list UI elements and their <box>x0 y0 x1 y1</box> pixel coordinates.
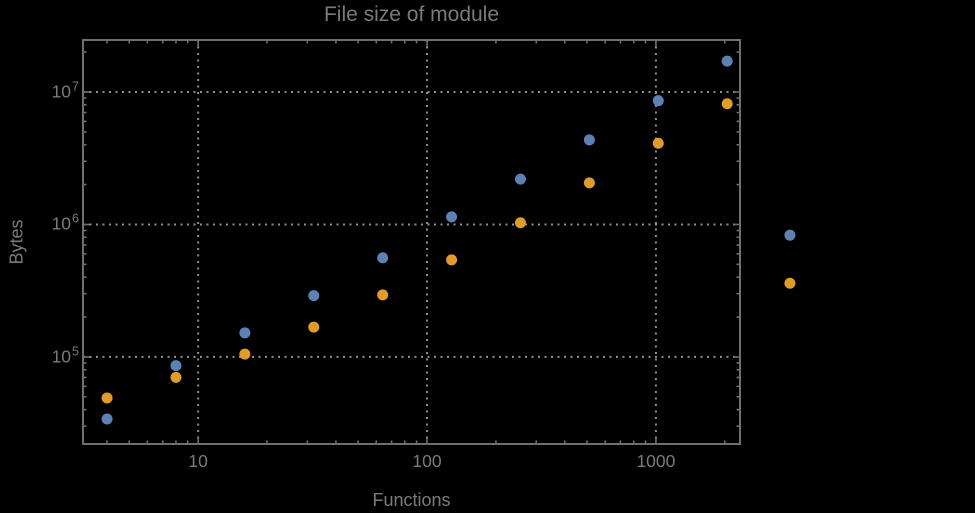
data-point-series-1-blue <box>101 413 113 425</box>
data-point-series-1-blue <box>721 55 733 67</box>
y-tick-label-1e5: 105 <box>51 344 79 367</box>
y-tick-base: 10 <box>51 213 72 234</box>
data-point-series-2-orange <box>170 371 182 383</box>
data-point-series-2-orange <box>446 254 458 266</box>
x-tick-label-1000: 1000 <box>636 451 676 471</box>
x-axis-label: Functions <box>372 490 451 510</box>
data-point-series-1-blue <box>583 134 595 146</box>
data-point-series-1-blue <box>308 290 320 302</box>
y-tick-exponent: 6 <box>72 211 79 226</box>
data-point-series-1-blue <box>514 173 526 185</box>
data-point-series-1-blue <box>784 229 796 241</box>
data-point-series-2-orange <box>784 277 796 289</box>
y-tick-label-1e6: 106 <box>51 211 79 235</box>
x-tick-label-10: 10 <box>188 451 208 471</box>
data-point-series-2-orange <box>583 177 595 189</box>
y-tick-base: 10 <box>51 346 72 367</box>
data-point-series-2-orange <box>239 348 251 360</box>
data-point-series-1-blue <box>652 95 664 107</box>
data-point-series-1-blue <box>446 211 458 223</box>
y-tick-exponent: 5 <box>72 344 79 359</box>
data-point-series-1-blue <box>377 252 389 264</box>
y-tick-label-1e7: 107 <box>51 79 79 103</box>
data-point-series-2-orange <box>308 321 320 333</box>
y-tick-base: 10 <box>51 81 72 102</box>
data-point-series-1-blue <box>170 360 182 372</box>
data-point-series-2-orange <box>514 217 526 229</box>
chart-title: File size of module <box>323 3 500 26</box>
data-point-series-1-blue <box>239 327 251 339</box>
y-axis-label: Bytes <box>6 219 27 265</box>
plot-frame <box>82 39 741 445</box>
y-tick-exponent: 7 <box>72 79 79 94</box>
data-point-series-2-orange <box>377 289 389 301</box>
data-point-series-2-orange <box>721 98 733 110</box>
data-point-series-2-orange <box>652 137 664 149</box>
x-tick-label-100: 100 <box>412 451 442 471</box>
data-point-series-2-orange <box>101 392 113 404</box>
